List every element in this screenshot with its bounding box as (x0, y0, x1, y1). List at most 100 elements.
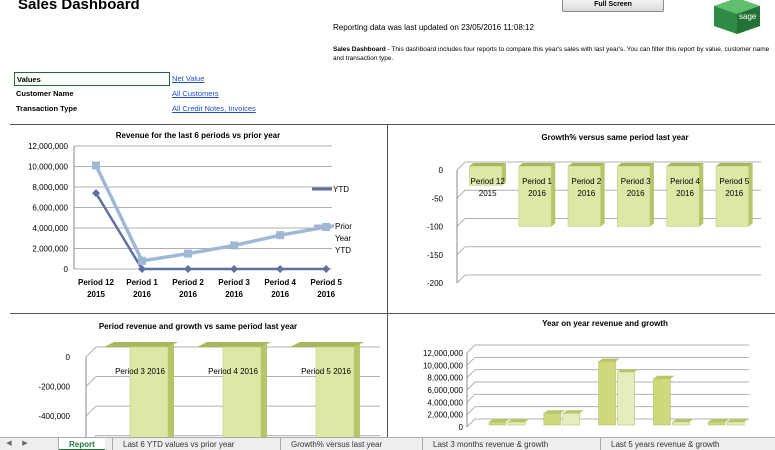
bar (707, 421, 726, 426)
gridline (466, 369, 476, 379)
last-updated-text: Reporting data was last updated on 23/05… (333, 23, 534, 32)
sage-logo: sage (714, 0, 760, 34)
bar-side (501, 163, 506, 186)
filter-link-transaction-type[interactable]: All Credit Notes, Invoices (172, 104, 256, 113)
legend-label: Prior (335, 222, 352, 231)
bar-side (748, 163, 753, 227)
y-tick-label: -50 (431, 194, 443, 203)
y-tick-label: -200 (427, 279, 444, 288)
y-tick-label: -400,000 (38, 412, 70, 421)
x-tick-label: 2016 (577, 189, 595, 198)
bar (222, 346, 262, 437)
sheet-tab-bar: ◀ ▶ Report Last 6 YTD values vs prior ye… (0, 437, 775, 450)
x-tick-label: Period 1 (126, 278, 158, 287)
data-point (184, 249, 193, 258)
y-tick-label: 6,000,000 (32, 204, 68, 213)
chart-title: Year on year revenue and growth (542, 319, 668, 328)
y-tick-label: 6,000,000 (427, 386, 463, 395)
gridline (466, 356, 476, 366)
y-tick-label: 0 (64, 265, 69, 274)
bar (567, 165, 601, 227)
data-point (138, 265, 147, 273)
bar-top (104, 342, 178, 347)
filter-link-values[interactable]: Net Value (172, 74, 205, 83)
bar-top (469, 163, 506, 166)
y-tick-label: 2,000,000 (32, 245, 68, 254)
x-tick-label: 2015 (479, 189, 497, 198)
series-line (94, 164, 327, 263)
bar (672, 421, 690, 426)
filter-customer: Customer Name All Customers (14, 87, 374, 102)
x-tick-label: Period 3 (218, 278, 250, 287)
full-screen-button[interactable]: Full Screen (562, 0, 664, 12)
gridline (85, 346, 97, 358)
bar-top (489, 419, 510, 422)
x-tick-label: Period 12 (471, 177, 506, 186)
bar-top (568, 163, 605, 166)
bar (315, 346, 355, 437)
y-tick-label: 0 (459, 423, 464, 432)
filter-link-customer[interactable]: All Customers (172, 89, 219, 98)
x-tick-label: 2016 (317, 290, 335, 299)
gridline (456, 246, 466, 256)
tab-last-6-ytd[interactable]: Last 6 YTD values vs prior year (112, 438, 244, 450)
x-tick-label: Period 2 (571, 177, 601, 186)
gridline (466, 381, 476, 391)
y-tick-label: 4,000,000 (32, 224, 68, 233)
legend-label: YTD (335, 246, 351, 255)
y-tick-label: 8,000,000 (32, 183, 68, 192)
bar (129, 346, 169, 437)
dashboard-description: Sales Dashboard - This dashboard include… (333, 45, 773, 63)
x-tick-label: Period 5 (310, 278, 342, 287)
bar-top (518, 163, 556, 166)
tab-last-5-years[interactable]: Last 5 years revenue & growth (600, 438, 730, 450)
bar (488, 421, 507, 426)
y-tick-label: 8,000,000 (427, 374, 463, 383)
growth-bar-chart: Growth% versus same period last year 0 -50… (389, 126, 775, 312)
y-tick-label: 0 (66, 353, 71, 362)
filter-values: Values Net Value (14, 72, 374, 87)
tab-report[interactable]: Report (58, 438, 105, 450)
y-tick-label: -200,000 (38, 383, 70, 392)
filter-label-customer: Customer Name (16, 89, 74, 98)
series-line (94, 192, 327, 271)
y-tick-label: -150 (427, 251, 444, 260)
filter-transaction-type: Transaction Type All Credit Notes, Invoi… (14, 102, 374, 117)
bar-side (354, 343, 360, 437)
bar (617, 371, 635, 426)
bar (726, 421, 745, 426)
x-tick-label: 2016 (627, 189, 645, 198)
bar-top (543, 410, 565, 414)
y-tick-label: 10,000,000 (423, 361, 464, 370)
chart-title: Revenue for the last 6 periods vs prior … (116, 131, 281, 140)
bar-top (508, 419, 529, 422)
data-point (92, 161, 100, 170)
divider-top (10, 124, 775, 125)
tab-scroll-right-icon[interactable]: ▶ (22, 440, 28, 447)
bar-top (598, 358, 620, 362)
data-point (276, 231, 285, 240)
bar (507, 421, 526, 426)
bar-top (562, 410, 584, 414)
x-tick-label: 2016 (271, 290, 289, 299)
legend-label: Year (335, 234, 352, 243)
gridline (466, 393, 476, 403)
bar-side (649, 163, 654, 227)
tab-scroll-left-icon[interactable]: ◀ (6, 440, 12, 447)
divider-middle (10, 313, 775, 314)
x-tick-label: Period 5 2016 (301, 367, 351, 376)
description-body: - This dashboard includes four reports t… (333, 46, 770, 62)
x-tick-label: Period 4 (670, 177, 700, 186)
x-tick-label: Period 4 (264, 278, 296, 287)
tab-growth-vs-last-year[interactable]: Growth% versus last year (280, 438, 392, 450)
bar (518, 165, 552, 227)
bar-top (290, 342, 364, 347)
bar-top (653, 375, 675, 379)
filter-panel: Values Net Value Customer Name All Custo… (14, 72, 374, 117)
x-tick-label: Period 5 (719, 177, 749, 186)
filter-label-values[interactable]: Values (14, 72, 170, 86)
tab-last-3-months[interactable]: Last 3 months revenue & growth (422, 438, 558, 450)
bar-top (727, 419, 749, 422)
bar (715, 165, 749, 227)
